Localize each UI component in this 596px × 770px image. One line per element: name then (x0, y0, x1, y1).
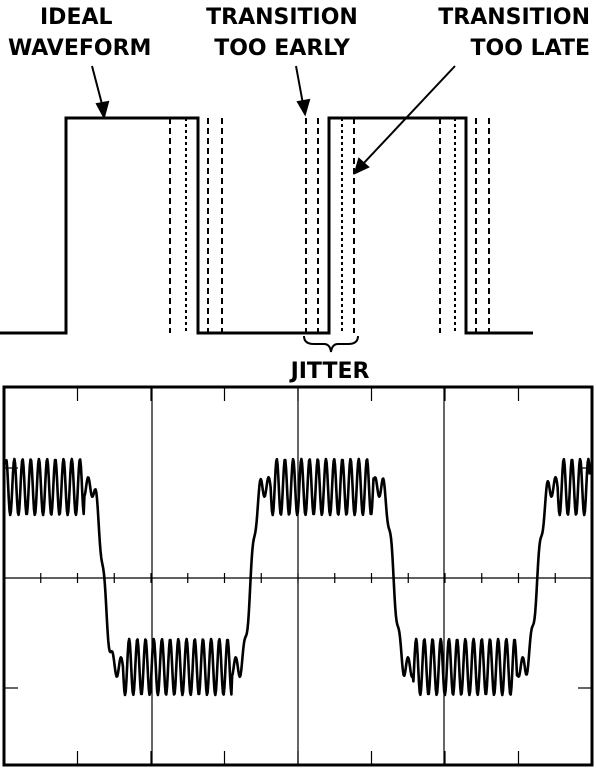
ideal-label-line1: IDEAL (40, 5, 113, 30)
ideal-pointer-arrow (91, 65, 110, 120)
late-label-line1: TRANSITION (438, 5, 590, 30)
oscilloscope-screen (2, 385, 594, 767)
jitter-edges-falling-2 (439, 118, 490, 333)
early-label-line1: TRANSITION (206, 5, 358, 30)
late-pointer-arrow (353, 65, 456, 175)
late-label-line2: TOO LATE (471, 36, 590, 61)
ideal-waveform (0, 116, 533, 335)
early-label-line2: TOO EARLY (214, 36, 351, 61)
scope-trace (4, 457, 592, 697)
scope-grid (4, 387, 592, 765)
ideal-label-line2: WAVEFORM (8, 36, 151, 61)
jitter-edges-rising (305, 118, 355, 333)
jitter-edges-falling-1 (169, 118, 223, 333)
early-pointer-arrow (295, 65, 311, 117)
jitter-brace (303, 335, 359, 353)
jitter-label: JITTER (289, 359, 370, 384)
